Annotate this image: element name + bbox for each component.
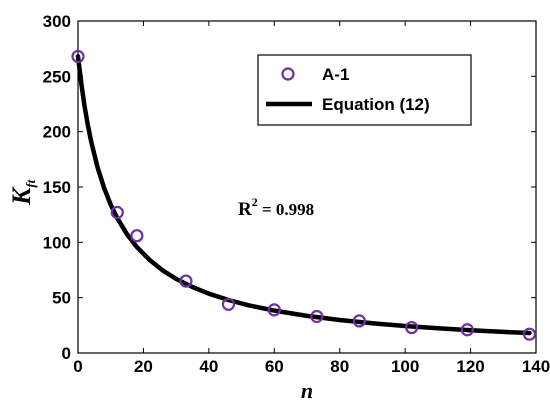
x-tick-label: 40 [199, 357, 218, 376]
x-tick-label: 80 [330, 357, 349, 376]
data-point-a1 [179, 274, 193, 288]
y-tick-label: 200 [43, 123, 71, 142]
y-axis-label-main: K [7, 186, 36, 206]
r-squared-annotation: R2 = 0.998 [238, 195, 314, 220]
x-axis-label: n [301, 378, 313, 403]
legend-label-equation: Equation (12) [322, 95, 430, 114]
axes [77, 20, 537, 354]
y-tick-label: 0 [62, 344, 71, 363]
legend-box [257, 54, 472, 126]
x-tick-label: 20 [134, 357, 153, 376]
legend: A-1 Equation (12) [257, 54, 472, 126]
data-point-a1 [221, 297, 236, 311]
legend-marker-a1 [281, 67, 295, 81]
x-tick-label: 140 [522, 357, 550, 376]
data-point-a1 [130, 229, 144, 243]
y-tick-label: 100 [43, 233, 71, 252]
x-tick-label: 0 [73, 357, 82, 376]
x-tick-label: 120 [456, 357, 484, 376]
data-point-a1 [310, 309, 324, 324]
series [71, 49, 537, 341]
x-tick-label: 100 [391, 357, 419, 376]
y-tick-label: 50 [52, 289, 71, 308]
data-point-a1 [522, 327, 537, 341]
r-squared-value: = 0.998 [258, 200, 314, 219]
x-tick-label: 60 [265, 357, 284, 376]
y-tick-label: 300 [43, 12, 71, 31]
y-tick-label: 250 [43, 67, 71, 86]
data-point-a1 [405, 320, 419, 335]
y-tick-label: 150 [43, 178, 71, 197]
data-point-a1 [110, 205, 124, 220]
data-point-a1 [71, 49, 85, 64]
series-line-equation-12 [75, 54, 532, 336]
r-squared-base: R [238, 199, 252, 220]
data-point-a1 [460, 323, 474, 337]
tick-labels: 0 20 40 60 80 100 120 140 0 50 100 150 200 250 300 [43, 12, 550, 376]
data-point-a1 [352, 314, 366, 328]
r-squared-exponent: 2 [252, 195, 258, 209]
y-axis-label: Kft [7, 179, 38, 206]
y-axis-label-sub: ft [23, 179, 38, 187]
legend-label-a1: A-1 [322, 65, 349, 84]
data-point-a1 [267, 303, 281, 317]
